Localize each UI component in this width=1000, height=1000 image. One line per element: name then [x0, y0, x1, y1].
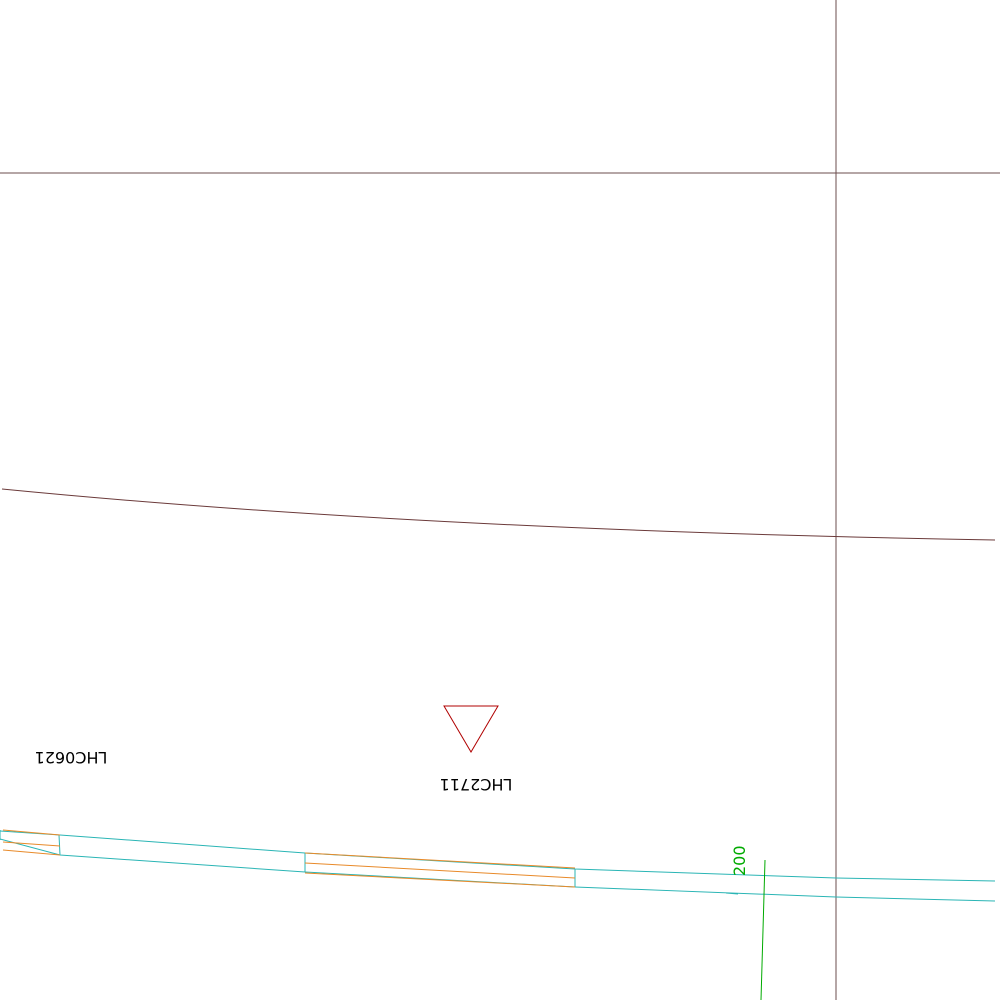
contour-index-line [760, 859, 766, 1000]
road-inner-line [304, 862, 576, 879]
road-inner-line [2, 829, 61, 836]
road-inner-line [304, 872, 576, 888]
road-inner-line [2, 841, 61, 847]
site-label-left: LHC0621 [35, 748, 108, 767]
contour-value-label: 200 [730, 845, 749, 876]
site-marker-triangle-icon[interactable] [443, 705, 499, 753]
road-inner-line [304, 852, 576, 869]
site-label-center: LHC2711 [440, 775, 513, 794]
contour-index-tick [725, 892, 739, 895]
road-inner-line [2, 849, 61, 856]
road-edge-bottom [0, 838, 996, 902]
contour-line [1, 488, 996, 541]
road-divider [58, 834, 61, 856]
